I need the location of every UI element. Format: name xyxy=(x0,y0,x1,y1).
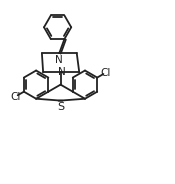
Text: Cl: Cl xyxy=(101,68,111,78)
Text: N: N xyxy=(58,67,65,77)
Text: N: N xyxy=(55,55,62,65)
Text: Cl: Cl xyxy=(10,92,20,102)
Text: S: S xyxy=(57,102,64,112)
